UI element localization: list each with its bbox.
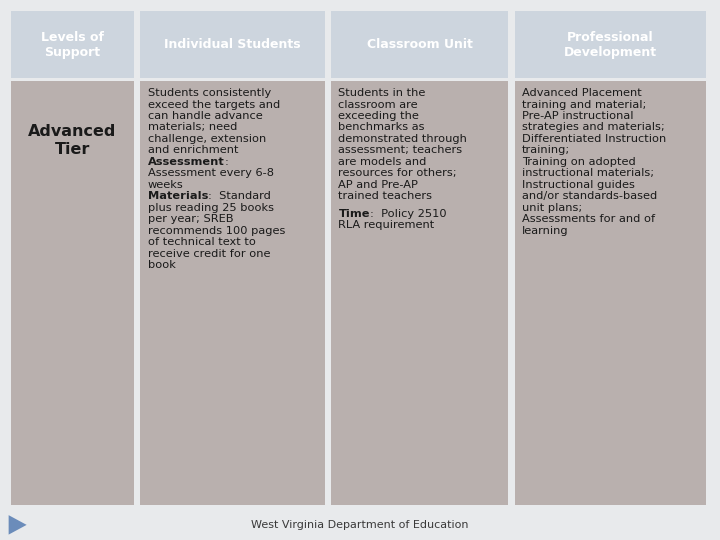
Text: exceeding the: exceeding the [338,111,419,121]
Text: strategies and materials;: strategies and materials; [522,123,665,132]
Text: per year; SREB: per year; SREB [148,214,233,224]
Text: training and material;: training and material; [522,99,647,110]
Text: Students in the: Students in the [338,88,426,98]
Text: AP and Pre-AP: AP and Pre-AP [338,180,418,190]
Text: Advanced
Tier: Advanced Tier [28,124,117,157]
Text: RLA requirement: RLA requirement [338,220,435,230]
Text: Students consistently: Students consistently [148,88,271,98]
Text: classroom are: classroom are [338,99,418,110]
Text: Materials: Materials [148,191,208,201]
Bar [11,11,134,78]
Text: resources for others;: resources for others; [338,168,457,178]
Text: instructional materials;: instructional materials; [522,168,654,178]
Text: recommends 100 pages: recommends 100 pages [148,226,285,236]
Text: benchmarks as: benchmarks as [338,123,425,132]
Bar [331,81,508,505]
Text: Classroom Unit: Classroom Unit [366,38,473,51]
Text: :: : [225,157,228,167]
Text: can handle advance: can handle advance [148,111,262,121]
Text: unit plans;: unit plans; [522,203,582,213]
Text: assessment; teachers: assessment; teachers [338,145,462,156]
Text: Individual Students: Individual Students [164,38,301,51]
Bar [11,81,134,505]
Text: of technical text to: of technical text to [148,237,256,247]
Text: and/or standards-based: and/or standards-based [522,191,657,201]
Text: trained teachers: trained teachers [338,191,433,201]
Text: Time: Time [338,208,370,219]
Text: Pre-AP instructional: Pre-AP instructional [522,111,634,121]
Text: book: book [148,260,176,270]
Text: exceed the targets and: exceed the targets and [148,99,280,110]
Bar [331,11,508,78]
Text: materials; need: materials; need [148,123,237,132]
Bar [140,81,325,505]
Text: and enrichment: and enrichment [148,145,238,156]
Text: Assessments for and of: Assessments for and of [522,214,655,224]
Bar [515,11,706,78]
Text: Assessment every 6-8: Assessment every 6-8 [148,168,274,178]
Text: learning: learning [522,226,569,236]
Text: :  Standard: : Standard [208,191,271,201]
Bar [515,81,706,505]
Text: Professional
Development: Professional Development [564,31,657,58]
Text: are models and: are models and [338,157,427,167]
Text: :  Policy 2510: : Policy 2510 [370,208,446,219]
Text: Training on adopted: Training on adopted [522,157,636,167]
Text: Advanced Placement: Advanced Placement [522,88,642,98]
Text: West Virginia Department of Education: West Virginia Department of Education [251,520,469,530]
Text: Instructional guides: Instructional guides [522,180,635,190]
Text: plus reading 25 books: plus reading 25 books [148,203,274,213]
Text: Differentiated Instruction: Differentiated Instruction [522,134,666,144]
Text: Levels of
Support: Levels of Support [41,31,104,58]
Text: receive credit for one: receive credit for one [148,249,270,259]
Text: demonstrated through: demonstrated through [338,134,467,144]
Text: weeks: weeks [148,180,184,190]
Polygon shape [9,515,27,535]
Text: Assessment: Assessment [148,157,225,167]
Bar [140,11,325,78]
Text: training;: training; [522,145,570,156]
Text: challenge, extension: challenge, extension [148,134,266,144]
